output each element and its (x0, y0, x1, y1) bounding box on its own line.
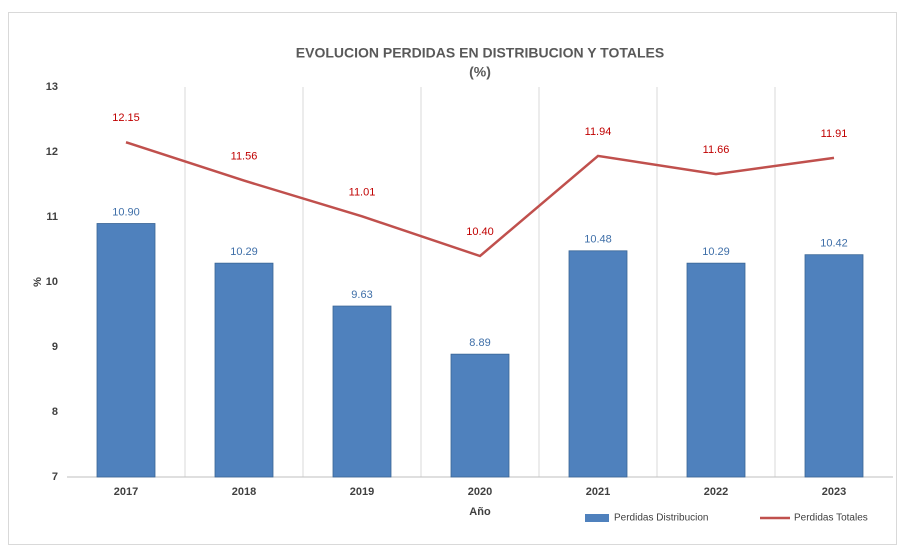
legend-label: Perdidas Totales (794, 513, 868, 524)
bar (450, 353, 510, 478)
data-label: 11.66 (703, 144, 730, 156)
data-label: 11.91 (821, 128, 848, 140)
data-label: 11.56 (231, 151, 258, 163)
line (125, 141, 835, 258)
y-tick-label: 7 (52, 471, 58, 483)
data-label: 10.40 (466, 226, 494, 238)
legend-swatch (585, 514, 609, 522)
chart-title: EVOLUCION PERDIDAS EN DISTRIBUCION Y TOT… (296, 45, 664, 61)
y-tick-label: 11 (46, 211, 58, 223)
y-tick-label: 9 (52, 341, 58, 353)
data-label: 10.29 (702, 246, 730, 258)
y-tick-label: 8 (52, 406, 58, 418)
data-label: 10.48 (584, 234, 612, 246)
x-tick-label: 2023 (822, 486, 846, 498)
x-tick-label: 2019 (350, 486, 374, 498)
x-tick-label: 2020 (468, 486, 492, 498)
data-label: 8.89 (469, 337, 490, 349)
x-tick-label: 2017 (114, 486, 138, 498)
data-label: 12.15 (112, 112, 140, 124)
bar (96, 223, 156, 478)
y-axis-label: % (32, 277, 44, 287)
data-label: 10.42 (820, 238, 848, 250)
bar (686, 262, 746, 478)
data-label: 11.94 (585, 126, 612, 138)
y-tick-label: 12 (46, 146, 58, 158)
x-tick-label: 2022 (704, 486, 728, 498)
data-label: 11.01 (349, 186, 376, 198)
y-tick-label: 13 (46, 81, 58, 93)
x-axis-label: Año (469, 506, 491, 518)
chart-subtitle: (%) (469, 64, 491, 80)
bar (804, 254, 864, 478)
bar (568, 250, 628, 478)
data-label: 10.90 (112, 206, 140, 218)
y-tick-label: 10 (46, 276, 58, 288)
bar (214, 262, 274, 478)
data-label: 9.63 (351, 289, 372, 301)
data-label: 10.29 (230, 246, 258, 258)
x-tick-label: 2021 (586, 486, 610, 498)
x-tick-label: 2018 (232, 486, 256, 498)
bar (332, 305, 392, 478)
legend-label: Perdidas Distribucion (614, 513, 709, 524)
